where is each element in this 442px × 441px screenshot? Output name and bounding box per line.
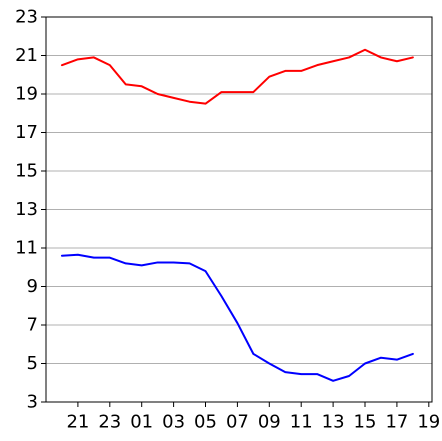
x-tick-label: 05 xyxy=(194,412,217,433)
y-axis: 3 5 7 9 11 13 15 17 19 21 23 xyxy=(15,7,46,413)
y-tick-label: 23 xyxy=(15,7,38,28)
series-layer xyxy=(60,48,414,382)
y-tick-label: 7 xyxy=(27,315,38,336)
x-tick-label: 19 xyxy=(417,412,440,433)
x-tick-label: 17 xyxy=(385,412,408,433)
x-tick-label: 11 xyxy=(290,412,313,433)
x-tick-label: 07 xyxy=(226,412,249,433)
y-tick-label: 5 xyxy=(27,353,38,374)
x-tick-label: 13 xyxy=(322,412,345,433)
y-tick-label: 15 xyxy=(15,161,38,182)
series-line-1 xyxy=(60,48,414,105)
grid-layer xyxy=(46,55,432,364)
y-tick-label: 9 xyxy=(27,276,38,297)
x-axis: 21 23 01 03 05 07 09 11 13 15 17 19 xyxy=(66,402,440,433)
series-line-2 xyxy=(60,253,414,382)
y-tick-label: 21 xyxy=(15,45,38,66)
y-tick-label: 13 xyxy=(15,199,38,220)
x-tick-label: 01 xyxy=(130,412,153,433)
y-tick-label: 17 xyxy=(15,122,38,143)
x-tick-label: 21 xyxy=(66,412,89,433)
y-tick-label: 11 xyxy=(15,238,38,259)
x-tick-label: 15 xyxy=(354,412,377,433)
y-tick-label: 19 xyxy=(15,84,38,105)
x-tick-label: 23 xyxy=(98,412,121,433)
x-tick-label: 03 xyxy=(162,412,185,433)
y-tick-label: 3 xyxy=(27,392,38,413)
x-tick-label: 09 xyxy=(258,412,281,433)
